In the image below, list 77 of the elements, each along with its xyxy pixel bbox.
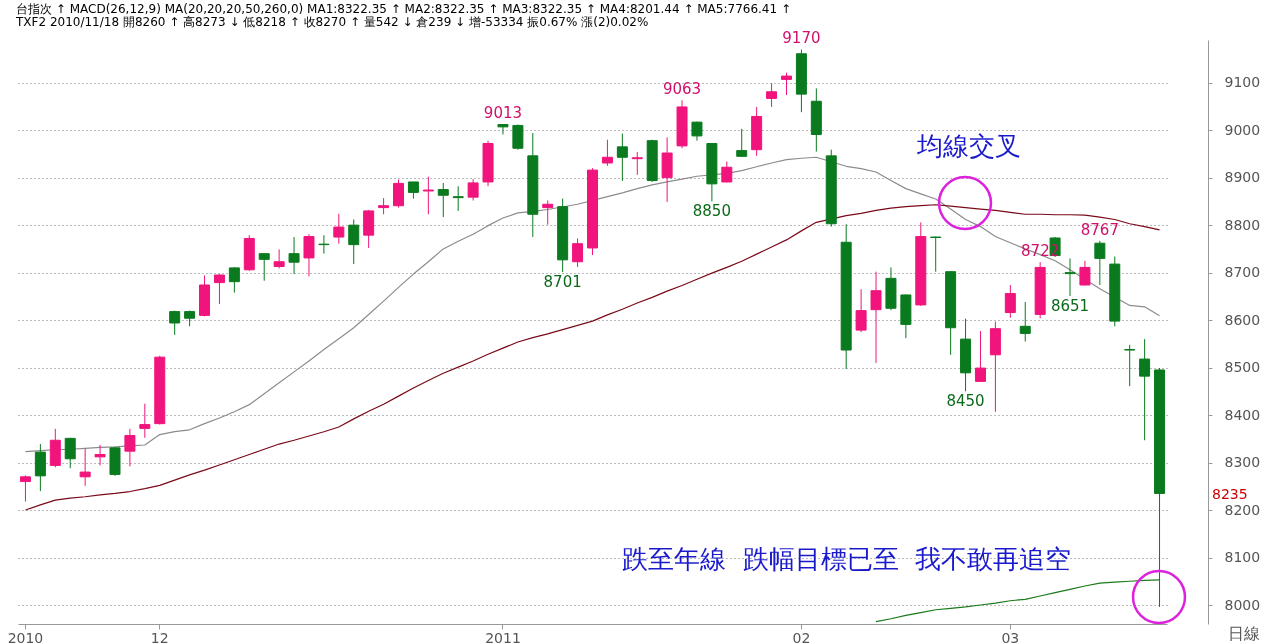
chart-subtitle: TXF2 2010/11/18 開8260 ↑ 高8273 ↓ 低8218 ↑ 收8270 ↑ 量542 ↓ 倉239 ↓ 增-53334 振0.67% 漲(2)0.02% bbox=[15, 15, 649, 30]
candlestick bbox=[437, 182, 449, 218]
candlestick bbox=[572, 237, 584, 268]
text: 8235 bbox=[1212, 486, 1248, 502]
text: 日線 bbox=[1228, 624, 1260, 643]
candlestick bbox=[288, 236, 300, 275]
y-tick-label: 8800 bbox=[1224, 216, 1261, 233]
annotation: 8767 bbox=[1080, 220, 1119, 239]
candlestick bbox=[855, 288, 867, 333]
annotation: 8850 bbox=[692, 202, 731, 221]
candlestick bbox=[601, 139, 613, 167]
candlestick bbox=[139, 403, 151, 439]
chart-title: 台指次 ↑ MACD(26,12,9) MA(20,20,20,50,260,0) MA1:8322.35 ↑ MA2:8322.35 ↑ MA3:8322.35 ↑ MA4:8201.44 ↑ MA5:7766.41 ↑ bbox=[16, 2, 791, 17]
candlestick bbox=[228, 266, 240, 294]
candlestick bbox=[422, 176, 434, 215]
candlestick bbox=[1124, 344, 1136, 387]
y-tick-label: 8400 bbox=[1224, 406, 1261, 423]
x-tick-label: 12 bbox=[150, 629, 169, 643]
candlestick bbox=[1064, 257, 1076, 297]
candlestick bbox=[258, 253, 270, 282]
y-tick-label: 8000 bbox=[1224, 596, 1261, 613]
candlestick bbox=[213, 273, 225, 305]
candlestick bbox=[1019, 301, 1031, 342]
candlestick bbox=[766, 82, 778, 108]
y-tick-label: 8100 bbox=[1224, 549, 1261, 566]
candlestick bbox=[1139, 338, 1151, 441]
annotation: 9170 bbox=[782, 29, 821, 48]
candlestick bbox=[273, 248, 285, 269]
candlestick bbox=[870, 271, 882, 364]
candlestick bbox=[94, 444, 106, 466]
candlestick bbox=[930, 236, 942, 273]
annotation: 9063 bbox=[662, 80, 702, 99]
candlestick bbox=[34, 443, 46, 492]
candlestick bbox=[393, 179, 405, 209]
x-tick-label: 02 bbox=[792, 629, 811, 643]
candlestick bbox=[780, 72, 792, 96]
candlestick bbox=[124, 428, 136, 467]
y-tick-label: 8500 bbox=[1224, 359, 1261, 376]
y-tick-label: 8300 bbox=[1224, 454, 1261, 471]
x-tick-label: 2010 bbox=[7, 629, 44, 643]
y-tick-label: 8200 bbox=[1224, 501, 1261, 518]
line-series bbox=[24, 204, 1161, 511]
candlestick bbox=[1004, 284, 1016, 319]
candlestick bbox=[1079, 260, 1091, 286]
candlestick bbox=[497, 123, 509, 135]
annotation: 均線交叉 bbox=[916, 131, 1021, 161]
candlestick bbox=[467, 178, 479, 201]
x-tick-label: 2011 bbox=[485, 629, 521, 643]
candlestick bbox=[452, 185, 464, 212]
candlestick bbox=[616, 133, 628, 182]
candlestick bbox=[1094, 240, 1106, 286]
y-tick-label: 9000 bbox=[1224, 121, 1261, 138]
candlestick bbox=[348, 218, 360, 265]
candlestick bbox=[721, 161, 733, 183]
candlestick bbox=[169, 310, 181, 336]
annotation: 跌至年線 跌幅目標已至 我不敢再追空 bbox=[622, 544, 1072, 574]
y-tick-label: 8600 bbox=[1224, 311, 1261, 328]
x-tick-label: 03 bbox=[1001, 629, 1020, 643]
line-series bbox=[875, 579, 1161, 623]
candlestick bbox=[303, 233, 315, 277]
annotation: 9013 bbox=[483, 104, 523, 123]
candlestick bbox=[542, 199, 554, 226]
annotation: 8450 bbox=[946, 392, 985, 411]
candlestick bbox=[512, 124, 524, 151]
candlestick bbox=[736, 128, 748, 158]
candlestick bbox=[79, 448, 91, 487]
candlestick bbox=[631, 151, 643, 176]
y-tick-label: 8900 bbox=[1224, 169, 1261, 186]
candlestick bbox=[333, 213, 345, 245]
y-tick-label: 8700 bbox=[1224, 264, 1261, 281]
y-tick-label: 9100 bbox=[1224, 74, 1261, 91]
annotation: 8651 bbox=[1050, 296, 1090, 315]
candlestick bbox=[64, 437, 76, 469]
candlestick bbox=[691, 121, 703, 142]
annotation: 8701 bbox=[543, 273, 582, 292]
candlestick bbox=[19, 474, 31, 502]
candlestick bbox=[974, 330, 986, 382]
